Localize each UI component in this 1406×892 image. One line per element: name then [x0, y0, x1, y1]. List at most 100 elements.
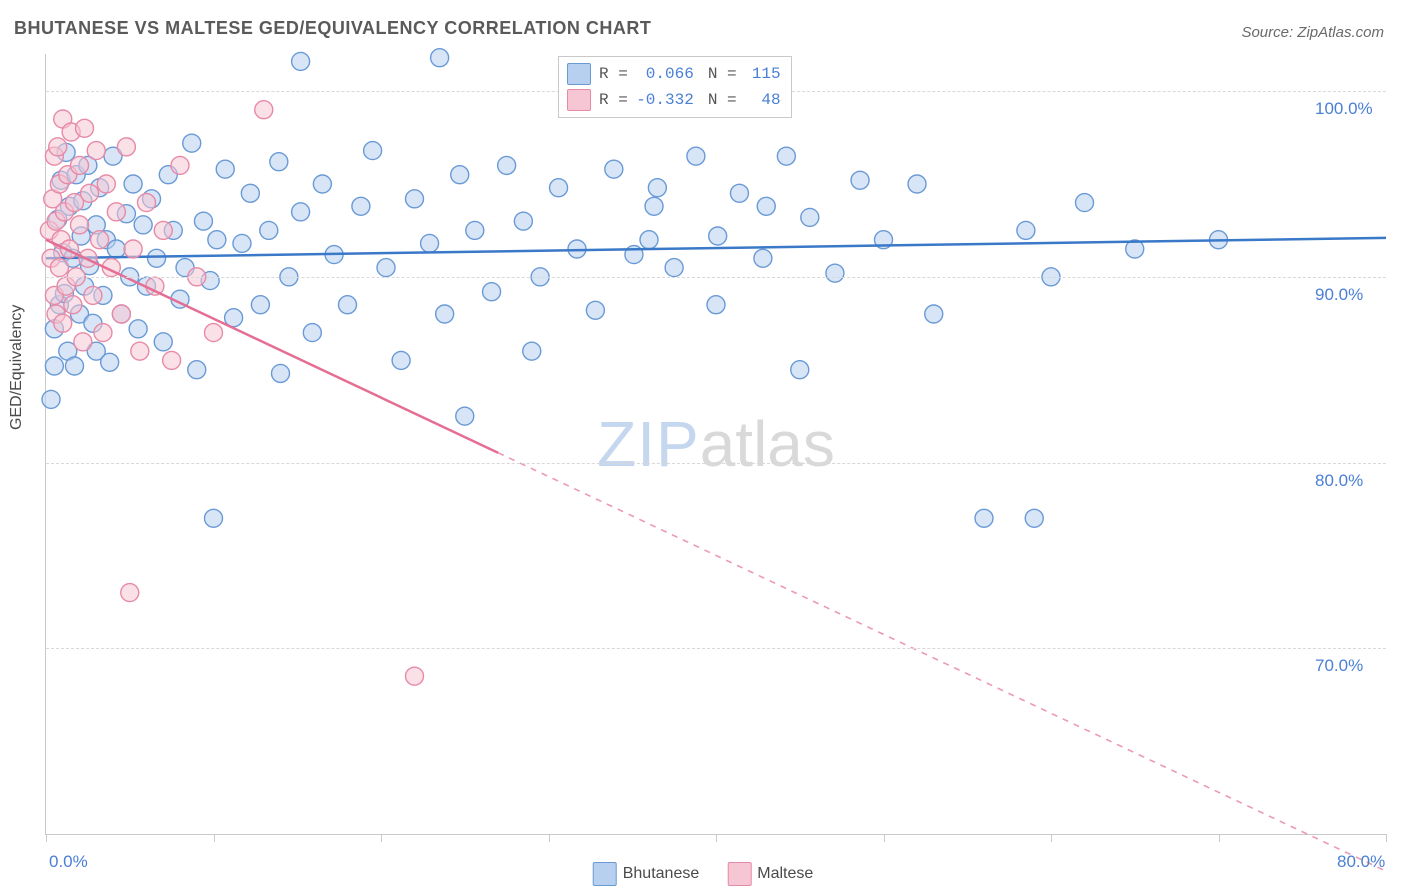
maltese-point	[81, 184, 99, 202]
bhutanese-point	[514, 212, 532, 230]
bhutanese-point	[154, 333, 172, 351]
legend-n-label: N =	[708, 91, 737, 109]
legend-row-maltese: R =-0.332N =48	[567, 87, 781, 113]
bhutanese-point	[777, 147, 795, 165]
bhutanese-point	[1017, 221, 1035, 239]
bhutanese-point	[313, 175, 331, 193]
maltese-point	[121, 584, 139, 602]
legend-label: Maltese	[757, 865, 813, 882]
maltese-point	[163, 351, 181, 369]
legend-swatch	[567, 63, 591, 85]
bhutanese-point	[925, 305, 943, 323]
series-legend: Bhutanese Maltese	[593, 862, 814, 886]
bhutanese-point	[183, 134, 201, 152]
x-tick	[1051, 834, 1052, 842]
x-tick	[549, 834, 550, 842]
bhutanese-point	[730, 184, 748, 202]
bhutanese-point	[975, 509, 993, 527]
maltese-point	[154, 221, 172, 239]
grid-line	[46, 648, 1386, 649]
x-tick-label: 80.0%	[1337, 852, 1385, 872]
x-tick-label: 0.0%	[49, 852, 88, 872]
bhutanese-point	[757, 197, 775, 215]
maltese-point	[97, 175, 115, 193]
bhutanese-point	[586, 301, 604, 319]
chart-svg	[46, 54, 1386, 834]
y-tick-label: 80.0%	[1315, 471, 1363, 491]
bhutanese-point	[392, 351, 410, 369]
maltese-point	[87, 142, 105, 160]
maltese-point	[107, 203, 125, 221]
bhutanese-point	[352, 197, 370, 215]
bhutanese-point	[605, 160, 623, 178]
bhutanese-point	[107, 240, 125, 258]
bhutanese-point	[648, 179, 666, 197]
maltese-point	[54, 314, 72, 332]
legend-item-maltese: Maltese	[727, 862, 813, 886]
bhutanese-point	[364, 142, 382, 160]
bhutanese-point	[1076, 194, 1094, 212]
bhutanese-point	[550, 179, 568, 197]
maltese-point	[112, 305, 130, 323]
bhutanese-point	[65, 357, 83, 375]
chart-title: BHUTANESE VS MALTESE GED/EQUIVALENCY COR…	[14, 18, 651, 39]
maltese-point	[84, 286, 102, 304]
bhutanese-point	[640, 231, 658, 249]
maltese-point	[71, 156, 89, 174]
bhutanese-point	[709, 227, 727, 245]
bhutanese-point	[134, 216, 152, 234]
bhutanese-point	[707, 296, 725, 314]
bhutanese-point	[456, 407, 474, 425]
bhutanese-point	[194, 212, 212, 230]
maltese-point	[50, 259, 68, 277]
bhutanese-point	[687, 147, 705, 165]
legend-item-bhutanese: Bhutanese	[593, 862, 700, 886]
x-tick	[716, 834, 717, 842]
legend-n-label: N =	[708, 65, 737, 83]
bhutanese-point	[436, 305, 454, 323]
legend-swatch	[727, 862, 751, 886]
bhutanese-point	[483, 283, 501, 301]
bhutanese-point	[451, 166, 469, 184]
bhutanese-point	[498, 156, 516, 174]
source-label: Source: ZipAtlas.com	[1241, 24, 1384, 41]
bhutanese-point	[292, 52, 310, 70]
maltese-point	[131, 342, 149, 360]
bhutanese-point	[208, 231, 226, 249]
maltese-point	[74, 333, 92, 351]
bhutanese-point	[665, 259, 683, 277]
maltese-point	[138, 194, 156, 212]
maltese-point	[76, 119, 94, 137]
maltese-point	[71, 216, 89, 234]
bhutanese-point	[826, 264, 844, 282]
maltese-point	[205, 324, 223, 342]
maltese-point	[91, 231, 109, 249]
maltese-point	[406, 667, 424, 685]
y-tick-label: 90.0%	[1315, 285, 1363, 305]
bhutanese-point	[251, 296, 269, 314]
bhutanese-point	[908, 175, 926, 193]
bhutanese-point	[851, 171, 869, 189]
bhutanese-point	[292, 203, 310, 221]
maltese-point	[255, 101, 273, 119]
grid-line	[46, 277, 1386, 278]
bhutanese-point	[421, 234, 439, 252]
maltese-point	[64, 296, 82, 314]
maltese-point	[124, 240, 142, 258]
x-tick	[1219, 834, 1220, 842]
bhutanese-point	[129, 320, 147, 338]
bhutanese-point	[406, 190, 424, 208]
maltese-trend	[46, 240, 498, 453]
legend-r-value: 0.066	[636, 65, 694, 83]
legend-n-value: 115	[745, 65, 781, 83]
bhutanese-point	[101, 353, 119, 371]
legend-swatch	[567, 89, 591, 111]
correlation-legend: R = 0.066 N = 115 R =-0.332N =48	[558, 56, 792, 118]
maltese-point	[171, 156, 189, 174]
maltese-point	[94, 324, 112, 342]
x-tick	[381, 834, 382, 842]
y-tick-label: 100.0%	[1315, 99, 1373, 119]
legend-row-bhutanese: R = 0.066 N = 115	[567, 61, 781, 87]
legend-r-label: R =	[599, 65, 628, 83]
bhutanese-point	[272, 364, 290, 382]
